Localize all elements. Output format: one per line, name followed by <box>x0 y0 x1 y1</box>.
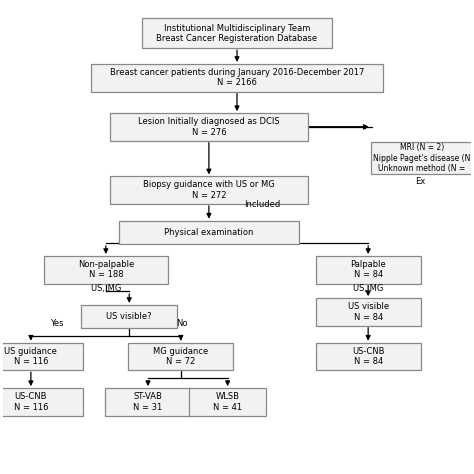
Text: Included: Included <box>244 200 280 209</box>
FancyBboxPatch shape <box>105 388 191 416</box>
Text: US-CNB
N = 84: US-CNB N = 84 <box>352 347 384 366</box>
Text: MG guidance
N = 72: MG guidance N = 72 <box>153 347 209 366</box>
Text: Breast cancer patients during January 2016-December 2017
N = 2166: Breast cancer patients during January 20… <box>110 68 364 87</box>
FancyBboxPatch shape <box>91 64 383 91</box>
FancyBboxPatch shape <box>189 388 266 416</box>
Text: Yes: Yes <box>50 319 64 328</box>
Text: US visible
N = 84: US visible N = 84 <box>347 302 389 322</box>
Text: US visible?: US visible? <box>107 312 152 321</box>
Text: Institutional Multidisciplinary Team
Breast Cancer Registeration Database: Institutional Multidisciplinary Team Bre… <box>156 24 318 43</box>
Text: ST-VAB
N = 31: ST-VAB N = 31 <box>133 392 163 411</box>
Text: WLSB
N = 41: WLSB N = 41 <box>213 392 242 411</box>
FancyBboxPatch shape <box>109 176 308 204</box>
FancyBboxPatch shape <box>316 256 420 283</box>
FancyBboxPatch shape <box>0 343 83 370</box>
Text: Non-palpable
N = 188: Non-palpable N = 188 <box>78 260 134 280</box>
FancyBboxPatch shape <box>128 343 233 370</box>
FancyBboxPatch shape <box>142 18 332 48</box>
FancyBboxPatch shape <box>0 388 83 416</box>
FancyBboxPatch shape <box>316 298 420 326</box>
Text: US-CNB
N = 116: US-CNB N = 116 <box>14 392 48 411</box>
Text: US, MG: US, MG <box>91 284 121 293</box>
FancyBboxPatch shape <box>82 305 177 328</box>
FancyBboxPatch shape <box>119 220 299 244</box>
Text: Ex: Ex <box>415 177 425 186</box>
Text: No: No <box>176 319 188 328</box>
Text: Biopsy guidance with US or MG
N = 272: Biopsy guidance with US or MG N = 272 <box>143 181 275 200</box>
Text: Palpable
N = 84: Palpable N = 84 <box>350 260 386 280</box>
FancyBboxPatch shape <box>44 256 168 283</box>
FancyBboxPatch shape <box>316 343 420 370</box>
Text: US, MG: US, MG <box>353 284 383 293</box>
Text: Lesion Initially diagnosed as DCIS
N = 276: Lesion Initially diagnosed as DCIS N = 2… <box>138 117 280 137</box>
Text: US guidance
N = 116: US guidance N = 116 <box>4 347 57 366</box>
Text: Physical examination: Physical examination <box>164 228 254 237</box>
Text: MRI (N = 2)
Nipple Paget's disease (N
Unknown method (N =: MRI (N = 2) Nipple Paget's disease (N Un… <box>374 144 471 173</box>
FancyBboxPatch shape <box>109 113 308 141</box>
FancyBboxPatch shape <box>371 142 474 174</box>
